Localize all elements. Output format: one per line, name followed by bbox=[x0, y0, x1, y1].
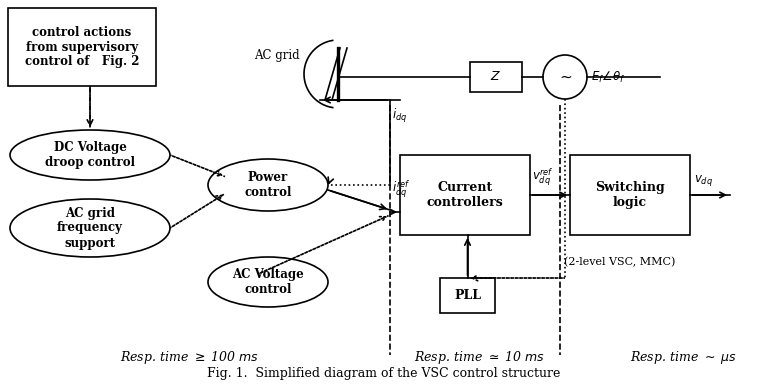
Bar bbox=[400, 155, 530, 235]
Ellipse shape bbox=[10, 130, 170, 180]
Bar bbox=[570, 155, 690, 235]
Bar bbox=[440, 278, 495, 313]
Text: $E_f \angle\theta_f$: $E_f \angle\theta_f$ bbox=[591, 70, 625, 84]
Circle shape bbox=[543, 55, 587, 99]
Text: $v_{dq}$: $v_{dq}$ bbox=[694, 173, 713, 188]
Text: $Z$: $Z$ bbox=[491, 71, 502, 83]
Ellipse shape bbox=[10, 199, 170, 257]
Text: PLL: PLL bbox=[454, 289, 481, 302]
Text: Resp. time $\geq$ 100 $ms$: Resp. time $\geq$ 100 $ms$ bbox=[121, 349, 260, 366]
Text: $v_{dq}^{ref}$: $v_{dq}^{ref}$ bbox=[532, 167, 554, 188]
Bar bbox=[8, 8, 156, 86]
Text: (2-level VSC, MMC): (2-level VSC, MMC) bbox=[564, 257, 675, 267]
Text: $i_{dq}$: $i_{dq}$ bbox=[392, 107, 407, 125]
Bar bbox=[470, 62, 522, 92]
Text: DC Voltage
droop control: DC Voltage droop control bbox=[45, 141, 135, 169]
Text: Power
control: Power control bbox=[244, 171, 292, 199]
Ellipse shape bbox=[208, 257, 328, 307]
Text: AC Voltage
control: AC Voltage control bbox=[232, 268, 304, 296]
Text: Fig. 1.  Simplified diagram of the VSC control structure: Fig. 1. Simplified diagram of the VSC co… bbox=[207, 367, 561, 380]
Text: $i_{dq}^{ref}$: $i_{dq}^{ref}$ bbox=[392, 179, 411, 200]
Text: control actions
from supervisory
control of   Fig. 2: control actions from supervisory control… bbox=[25, 25, 139, 68]
Text: AC grid: AC grid bbox=[254, 48, 300, 61]
Text: AC grid
frequency
support: AC grid frequency support bbox=[57, 207, 123, 250]
Text: Resp. time $\simeq$ 10 $ms$: Resp. time $\simeq$ 10 $ms$ bbox=[415, 349, 545, 366]
Text: Switching
logic: Switching logic bbox=[595, 181, 665, 209]
Text: Resp. time $\sim$ $\mu s$: Resp. time $\sim$ $\mu s$ bbox=[630, 349, 737, 366]
Ellipse shape bbox=[208, 159, 328, 211]
Text: $\sim$: $\sim$ bbox=[557, 70, 573, 84]
Text: Current
controllers: Current controllers bbox=[427, 181, 503, 209]
